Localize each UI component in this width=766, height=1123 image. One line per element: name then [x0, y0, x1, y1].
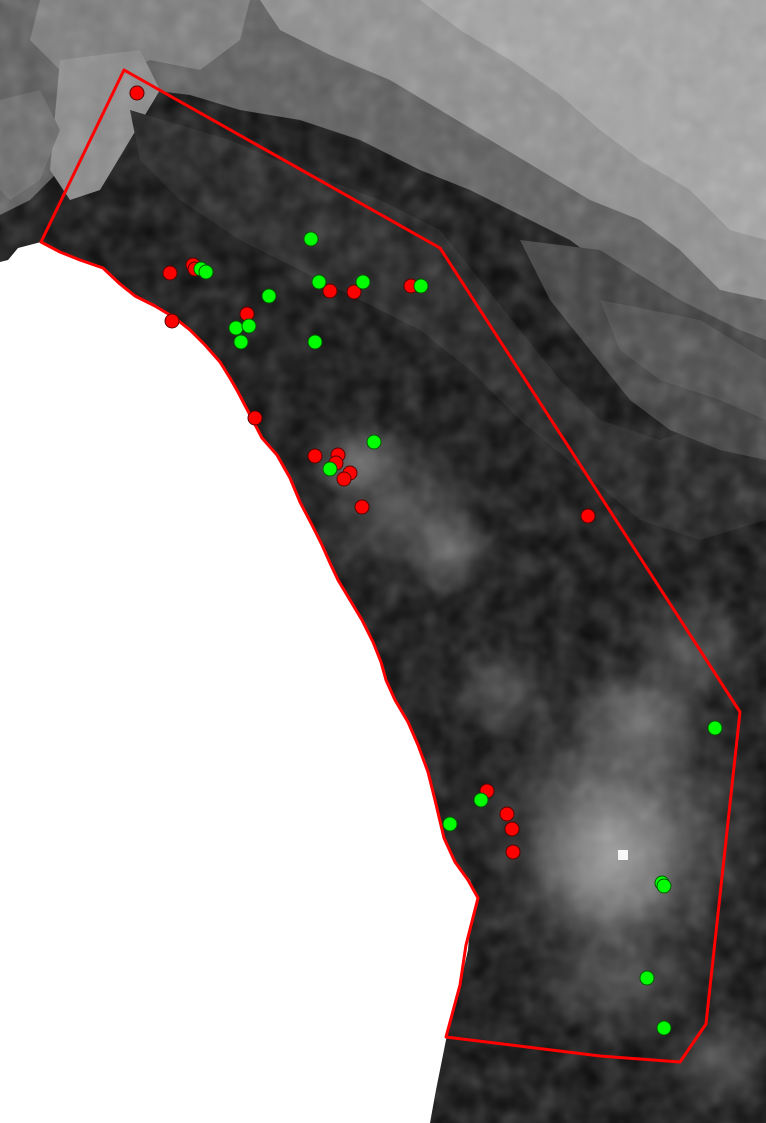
site-green[interactable]	[307, 334, 323, 350]
site-green[interactable]	[198, 264, 214, 280]
site-red[interactable]	[346, 284, 362, 300]
site-green[interactable]	[442, 816, 458, 832]
site-green[interactable]	[303, 231, 319, 247]
site-red[interactable]	[307, 448, 323, 464]
site-red[interactable]	[336, 471, 352, 487]
site-green[interactable]	[656, 878, 672, 894]
site-green[interactable]	[707, 720, 723, 736]
site-green[interactable]	[261, 288, 277, 304]
site-green[interactable]	[241, 318, 257, 334]
site-red[interactable]	[354, 499, 370, 515]
site-red[interactable]	[129, 85, 145, 101]
site-green[interactable]	[322, 461, 338, 477]
site-green[interactable]	[413, 278, 429, 294]
site-red[interactable]	[247, 410, 263, 426]
site-red[interactable]	[499, 806, 515, 822]
site-green[interactable]	[656, 1020, 672, 1036]
site-green[interactable]	[228, 320, 244, 336]
site-red[interactable]	[162, 265, 178, 281]
site-green[interactable]	[639, 970, 655, 986]
site-green[interactable]	[366, 434, 382, 450]
site-red[interactable]	[504, 821, 520, 837]
site-green[interactable]	[311, 274, 327, 290]
site-green[interactable]	[355, 274, 371, 290]
site-red[interactable]	[322, 283, 338, 299]
survey-sites	[129, 85, 723, 1036]
site-red[interactable]	[580, 508, 596, 524]
site-red[interactable]	[505, 844, 521, 860]
study-area-boundary	[39, 68, 742, 1064]
site-green[interactable]	[473, 792, 489, 808]
site-green[interactable]	[233, 334, 249, 350]
site-red[interactable]	[164, 313, 180, 329]
